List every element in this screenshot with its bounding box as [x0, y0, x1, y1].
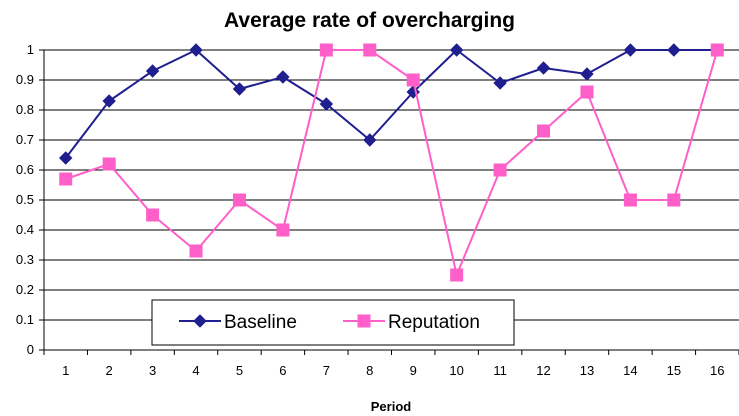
reputation-line: [65, 49, 719, 276]
x-tick-label: 3: [149, 363, 156, 378]
legend-item-baseline: Baseline: [179, 312, 297, 333]
x-tick-label: 1: [62, 363, 69, 378]
x-tick-label: 14: [623, 363, 637, 378]
reputation-point: [59, 172, 73, 186]
legend-marker-reputation: [357, 314, 371, 328]
y-tick-label: 0.9: [16, 72, 34, 87]
x-tick-label: 8: [366, 363, 373, 378]
reputation-point: [537, 124, 551, 138]
reputation-point: [580, 85, 594, 99]
y-tick-label: 0.4: [16, 222, 34, 237]
series-layer: [59, 43, 724, 282]
baseline-point: [363, 133, 377, 147]
legend-label-baseline: Baseline: [224, 312, 297, 333]
reputation-point: [319, 43, 333, 57]
x-tick-label: 2: [106, 363, 113, 378]
plot-area: 00.10.20.30.40.50.60.70.80.911 2 3 4 5 6 7 8 9 10…: [16, 42, 739, 378]
reputation-point: [276, 223, 290, 237]
y-tick-label: 0.8: [16, 102, 34, 117]
baseline-point: [102, 94, 116, 108]
reputation-point: [406, 73, 420, 87]
baseline-point: [449, 43, 464, 57]
baseline-point: [276, 70, 290, 84]
legend-label-reputation: Reputation: [388, 312, 480, 333]
baseline-point: [59, 151, 73, 165]
baseline-point: [189, 43, 203, 57]
x-tick-label: 13: [580, 363, 594, 378]
legend: Baseline Reputation: [151, 299, 515, 346]
y-tick-label: 0.7: [16, 132, 34, 147]
x-tick-label: 11: [493, 363, 507, 378]
reputation-point: [450, 268, 464, 282]
y-tick-label: 0: [27, 342, 34, 357]
reputation-point: [146, 208, 160, 222]
baseline-point: [232, 82, 247, 96]
reputation-point: [623, 193, 637, 207]
baseline-point: [580, 67, 594, 81]
x-axis-label: Period: [371, 399, 412, 414]
legend-item-reputation: Reputation: [343, 312, 480, 333]
baseline-point: [493, 76, 507, 90]
reputation-point: [102, 157, 116, 171]
baseline-point: [536, 61, 551, 75]
x-tick-label: 6: [279, 363, 286, 378]
reputation-series: [59, 43, 724, 282]
y-tick-label: 0.2: [16, 282, 34, 297]
reputation-point: [710, 43, 724, 57]
y-tick-label: 0.3: [16, 252, 34, 267]
axes: 00.10.20.30.40.50.60.70.80.911 2 3 4 5 6 7 8 9 10…: [16, 42, 739, 378]
y-tick-label: 0.6: [16, 162, 34, 177]
x-tick-label: 16: [710, 363, 724, 378]
legend-marker-baseline: [193, 314, 207, 328]
baseline-point: [145, 64, 160, 78]
baseline-point: [623, 43, 638, 57]
y-tick-label: 0.1: [16, 312, 34, 327]
baseline-point: [319, 97, 334, 111]
legend-box: [151, 299, 515, 346]
x-tick-label: 15: [667, 363, 681, 378]
reputation-point: [667, 193, 681, 207]
baseline-point: [667, 43, 681, 57]
x-tick-label: 12: [536, 363, 550, 378]
x-tick-label: 10: [449, 363, 463, 378]
x-tick-label: 4: [192, 363, 199, 378]
x-tick-label: 5: [236, 363, 243, 378]
reputation-point: [232, 193, 246, 207]
baseline-line: [64, 49, 718, 159]
reputation-point: [493, 163, 507, 177]
x-tick-label: 7: [323, 363, 330, 378]
reputation-point: [363, 43, 377, 57]
x-tick-label: 9: [410, 363, 417, 378]
chart-title: Average rate of overcharging: [224, 9, 515, 32]
reputation-point: [189, 244, 203, 258]
y-tick-label: 0.5: [16, 192, 34, 207]
baseline-series: [59, 43, 724, 165]
y-tick-label: 1: [27, 42, 34, 57]
